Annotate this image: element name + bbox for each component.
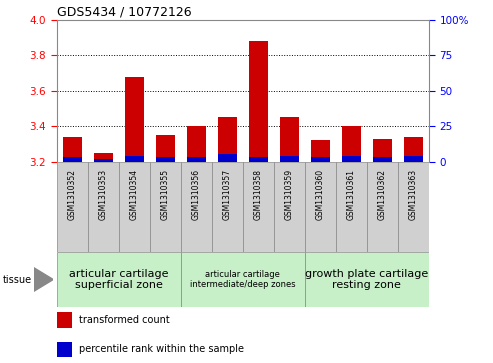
- Bar: [249, 156, 268, 162]
- Bar: [57, 342, 71, 357]
- Bar: [373, 156, 391, 162]
- Bar: [404, 156, 423, 162]
- Text: GSM1310360: GSM1310360: [316, 169, 325, 220]
- Bar: [249, 41, 268, 162]
- Bar: [404, 137, 423, 162]
- Bar: [187, 157, 206, 162]
- Text: GSM1310358: GSM1310358: [254, 169, 263, 220]
- Text: GSM1310357: GSM1310357: [223, 169, 232, 220]
- Text: GSM1310353: GSM1310353: [99, 169, 108, 220]
- Bar: [181, 252, 305, 307]
- Bar: [156, 135, 175, 162]
- Polygon shape: [34, 268, 53, 291]
- Bar: [398, 162, 429, 252]
- Bar: [63, 157, 81, 162]
- Bar: [125, 156, 143, 162]
- Bar: [367, 162, 398, 252]
- Text: GSM1310362: GSM1310362: [378, 169, 387, 220]
- Bar: [342, 156, 361, 162]
- Bar: [311, 140, 330, 162]
- Text: GSM1310363: GSM1310363: [409, 169, 418, 220]
- Bar: [218, 117, 237, 162]
- Bar: [57, 252, 181, 307]
- Bar: [305, 252, 429, 307]
- Text: GDS5434 / 10772126: GDS5434 / 10772126: [57, 6, 191, 19]
- Text: tissue: tissue: [2, 274, 32, 285]
- Bar: [57, 162, 88, 252]
- Text: articular cartilage
superficial zone: articular cartilage superficial zone: [69, 269, 169, 290]
- Text: GSM1310359: GSM1310359: [285, 169, 294, 220]
- Bar: [187, 126, 206, 162]
- Bar: [305, 162, 336, 252]
- Text: GSM1310352: GSM1310352: [68, 169, 77, 220]
- Bar: [280, 156, 299, 162]
- Bar: [150, 162, 181, 252]
- Bar: [125, 77, 143, 162]
- Text: GSM1310361: GSM1310361: [347, 169, 356, 220]
- Text: GSM1310355: GSM1310355: [161, 169, 170, 220]
- Bar: [311, 157, 330, 162]
- Text: articular cartilage
intermediate/deep zones: articular cartilage intermediate/deep zo…: [190, 270, 296, 289]
- Bar: [342, 126, 361, 162]
- Bar: [88, 162, 119, 252]
- Bar: [243, 162, 274, 252]
- Text: percentile rank within the sample: percentile rank within the sample: [79, 344, 244, 355]
- Text: growth plate cartilage
resting zone: growth plate cartilage resting zone: [305, 269, 428, 290]
- Bar: [274, 162, 305, 252]
- Bar: [212, 162, 243, 252]
- Bar: [373, 139, 391, 162]
- Bar: [63, 137, 81, 162]
- Bar: [218, 154, 237, 162]
- Text: GSM1310356: GSM1310356: [192, 169, 201, 220]
- Bar: [336, 162, 367, 252]
- Bar: [181, 162, 212, 252]
- Text: GSM1310354: GSM1310354: [130, 169, 139, 220]
- Bar: [156, 157, 175, 162]
- Bar: [94, 153, 112, 162]
- Bar: [119, 162, 150, 252]
- Bar: [280, 117, 299, 162]
- Text: transformed count: transformed count: [79, 315, 170, 325]
- Bar: [94, 159, 112, 162]
- Bar: [57, 312, 71, 328]
